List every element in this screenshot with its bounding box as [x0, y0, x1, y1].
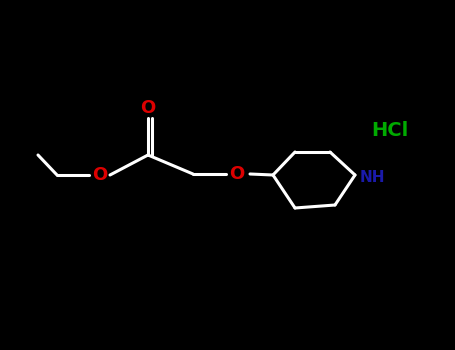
- Text: O: O: [229, 165, 245, 183]
- Text: NH: NH: [359, 170, 385, 186]
- Text: O: O: [92, 166, 108, 184]
- Text: HCl: HCl: [371, 120, 409, 140]
- Text: O: O: [141, 99, 156, 117]
